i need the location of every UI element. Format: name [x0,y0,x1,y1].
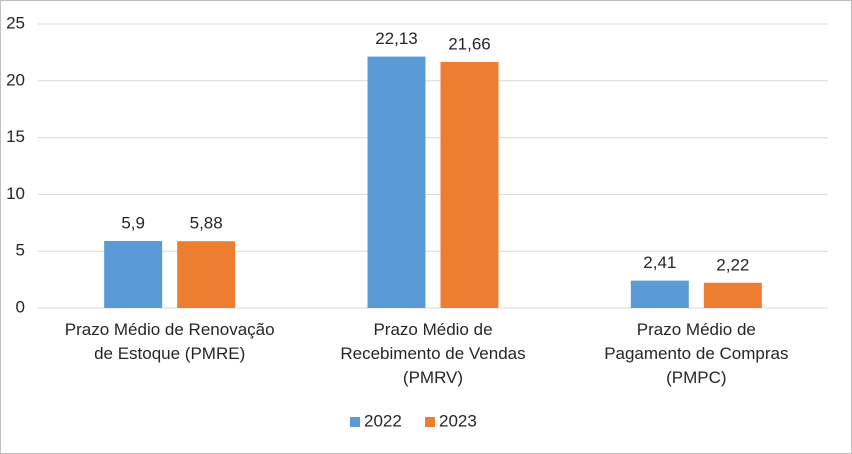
y-tick-label: 15 [6,127,25,146]
value-label: 2,41 [643,253,676,272]
bar [440,61,499,308]
bar [177,241,236,308]
legend-label: 2023 [439,411,477,430]
bar [104,240,163,308]
x-tick-label: Prazo Médio de Pagamento de Compras (PMPC) [604,320,788,387]
y-tick-label: 10 [6,184,25,203]
y-tick-label: 5 [16,241,25,260]
value-label: 22,13 [375,29,418,48]
y-tick-label: 0 [16,297,25,316]
y-tick-label: 25 [6,13,25,32]
bar [630,280,689,308]
legend-swatch [425,417,435,427]
value-label: 21,66 [448,34,491,53]
value-label: 2,22 [716,255,749,274]
legend-label: 2022 [364,411,402,430]
legend-swatch [350,417,360,427]
bar [367,56,426,309]
value-label: 5,9 [121,213,145,232]
y-tick-label: 20 [6,70,25,89]
x-tick-label: Prazo Médio de Recebimento de Vendas (PMRV… [340,320,525,387]
x-tick-label: Prazo Médio de Renovação de Estoque (PMRE… [65,320,275,363]
value-label: 5,88 [190,214,223,233]
bar [703,282,762,308]
